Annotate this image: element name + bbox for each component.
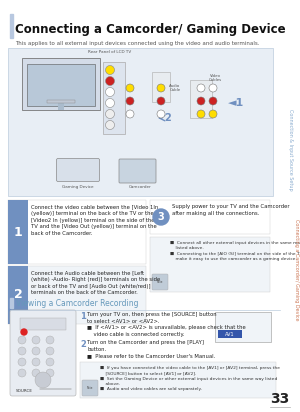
Bar bbox=[190, 80, 212, 118]
Circle shape bbox=[35, 372, 51, 388]
Text: Connection & Input Source Setup: Connection & Input Source Setup bbox=[289, 109, 293, 191]
Circle shape bbox=[32, 369, 40, 377]
Circle shape bbox=[46, 369, 54, 377]
Text: 3: 3 bbox=[158, 212, 164, 222]
FancyBboxPatch shape bbox=[82, 380, 98, 396]
Text: Audio
Cable: Audio Cable bbox=[169, 84, 181, 92]
Text: Note: Note bbox=[87, 386, 93, 390]
Circle shape bbox=[18, 358, 26, 366]
Bar bbox=[47, 100, 75, 103]
Text: AV1: AV1 bbox=[225, 332, 235, 337]
Bar bbox=[8, 200, 28, 264]
Circle shape bbox=[153, 209, 169, 225]
Bar bbox=[152, 72, 170, 102]
Text: Supply power to your TV and the Camcorder
after making all the connections.: Supply power to your TV and the Camcorde… bbox=[172, 204, 290, 216]
Circle shape bbox=[32, 358, 40, 366]
Bar bbox=[150, 237, 270, 292]
Circle shape bbox=[157, 84, 165, 92]
Bar bbox=[8, 266, 28, 324]
Text: Connect the video cable between the [Video 1In
(yellow)] terminal on the back of: Connect the video cable between the [Vid… bbox=[31, 204, 158, 236]
Bar bbox=[22, 58, 100, 110]
Text: 1: 1 bbox=[80, 312, 86, 321]
Bar bbox=[27, 64, 95, 106]
Circle shape bbox=[197, 97, 205, 105]
Text: ■  Connect all other external input devices in the same manner as
    listed abo: ■ Connect all other external input devic… bbox=[170, 241, 300, 261]
Text: 1: 1 bbox=[14, 225, 22, 239]
Circle shape bbox=[197, 84, 205, 92]
Circle shape bbox=[106, 110, 115, 119]
Bar bbox=[8, 200, 146, 264]
Bar bbox=[58, 103, 64, 110]
Circle shape bbox=[126, 84, 134, 92]
Circle shape bbox=[32, 347, 40, 355]
Circle shape bbox=[18, 347, 26, 355]
Circle shape bbox=[46, 358, 54, 366]
Text: ■  If you have connected the video cable to the [AV1] or [AV2] terminal, press t: ■ If you have connected the video cable … bbox=[100, 366, 280, 391]
Circle shape bbox=[209, 84, 217, 92]
Bar bbox=[8, 48, 273, 196]
Bar bbox=[8, 266, 146, 324]
Text: Turn on the Camcorder and press the [PLAY]
button.
■  Please refer to the Camcor: Turn on the Camcorder and press the [PLA… bbox=[87, 340, 215, 358]
FancyBboxPatch shape bbox=[119, 159, 156, 183]
Circle shape bbox=[18, 336, 26, 344]
Bar bbox=[103, 62, 125, 134]
Text: Viewing a Camcorder Recording: Viewing a Camcorder Recording bbox=[16, 299, 139, 307]
Bar bbox=[20, 318, 66, 330]
Circle shape bbox=[106, 120, 115, 129]
Circle shape bbox=[126, 110, 134, 118]
Circle shape bbox=[46, 336, 54, 344]
Text: This applies to all external input devices connected using the video and audio t: This applies to all external input devic… bbox=[15, 40, 260, 45]
Circle shape bbox=[126, 97, 134, 105]
Text: 2: 2 bbox=[80, 340, 86, 349]
Text: SOURCE: SOURCE bbox=[16, 389, 33, 393]
Circle shape bbox=[106, 87, 115, 96]
Circle shape bbox=[157, 97, 165, 105]
FancyBboxPatch shape bbox=[10, 310, 76, 396]
Bar bbox=[150, 200, 270, 234]
Circle shape bbox=[197, 110, 205, 118]
Text: Video
Cables: Video Cables bbox=[208, 74, 222, 82]
Bar bbox=[10, 14, 13, 38]
Circle shape bbox=[157, 110, 165, 118]
FancyBboxPatch shape bbox=[152, 274, 168, 290]
Text: Turn your TV on, then press the [SOURCE] button
to select <AV1> or <AV2>.
■  If : Turn your TV on, then press the [SOURCE]… bbox=[87, 312, 246, 337]
Text: Connect the Audio cable between the [Left
(white) -Audio- Right (red)] terminals: Connect the Audio cable between the [Lef… bbox=[31, 270, 160, 295]
Circle shape bbox=[106, 98, 115, 108]
Circle shape bbox=[106, 66, 115, 75]
Circle shape bbox=[32, 336, 40, 344]
Circle shape bbox=[18, 369, 26, 377]
FancyBboxPatch shape bbox=[56, 159, 100, 182]
Text: Camcorder: Camcorder bbox=[129, 185, 152, 189]
Circle shape bbox=[46, 347, 54, 355]
Text: ◄1: ◄1 bbox=[228, 98, 244, 108]
Bar bbox=[215, 312, 271, 342]
Circle shape bbox=[106, 77, 115, 86]
Text: 33: 33 bbox=[270, 392, 289, 406]
Circle shape bbox=[209, 110, 217, 118]
Text: Connecting a Camcorder/ Gaming Device: Connecting a Camcorder/ Gaming Device bbox=[15, 23, 286, 35]
Circle shape bbox=[21, 329, 27, 335]
Text: 2: 2 bbox=[165, 113, 171, 123]
Text: Gaming Device: Gaming Device bbox=[62, 185, 94, 189]
Text: Rear Panel of LCD TV: Rear Panel of LCD TV bbox=[88, 50, 132, 54]
Text: Note: Note bbox=[157, 280, 163, 284]
Text: 2: 2 bbox=[14, 288, 22, 302]
Text: Connecting a Camcorder/ Gaming Device: Connecting a Camcorder/ Gaming Device bbox=[293, 219, 298, 321]
Bar bbox=[218, 330, 242, 338]
Bar bbox=[80, 362, 276, 398]
Bar bbox=[10, 298, 13, 308]
Circle shape bbox=[209, 97, 217, 105]
